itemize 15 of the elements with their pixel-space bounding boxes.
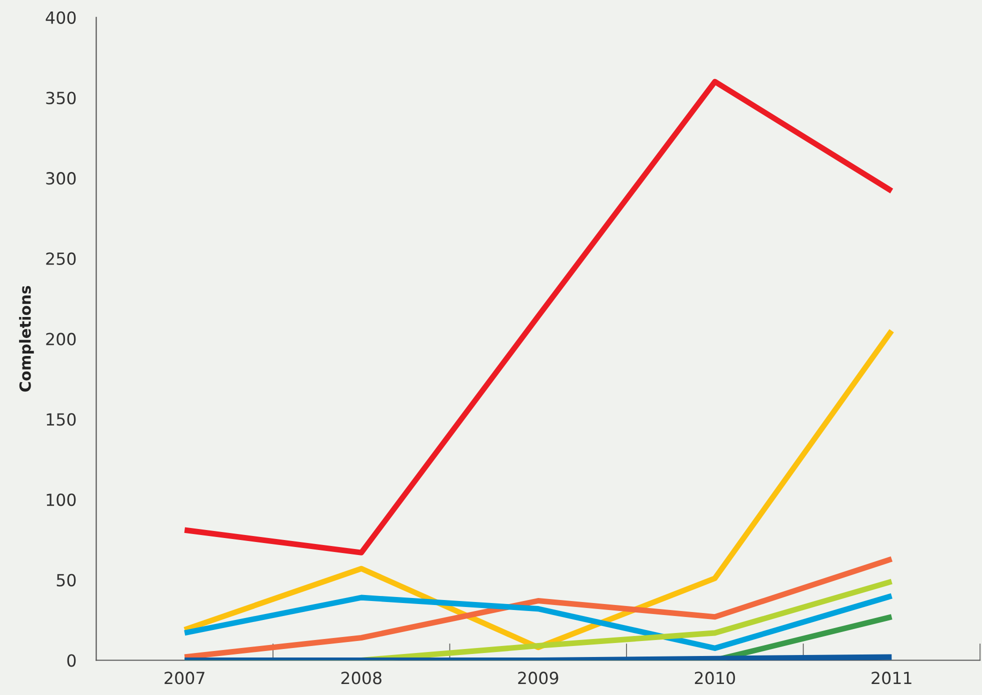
y-axis-title: Completions [19,286,34,392]
y-tick-label: 350 [46,92,76,104]
x-tick-label: 2008 [341,672,382,684]
y-tick-label: 150 [46,413,76,426]
y-tick-label: 100 [46,493,76,506]
y-tick-label: 0 [67,654,76,667]
y-tick-label: 200 [46,332,76,346]
x-tick-label: 2011 [872,672,912,684]
y-tick-label: 250 [46,252,76,266]
y-tick-label: 400 [46,11,76,24]
y-tick-label: 50 [56,574,76,586]
x-tick-label: 2009 [518,672,558,684]
x-tick-label: 2007 [164,672,204,684]
y-tick-label: 300 [46,172,76,185]
x-tick-label: 2010 [694,672,735,684]
